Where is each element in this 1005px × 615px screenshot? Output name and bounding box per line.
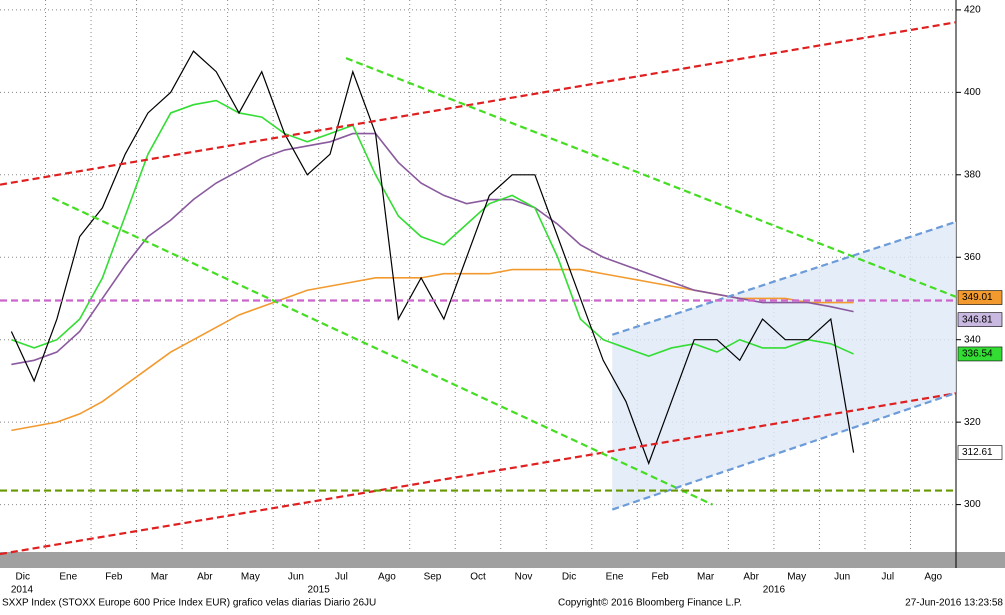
trendline: [611, 391, 957, 511]
trendline: [611, 220, 957, 336]
x-tick-label: Dic: [562, 572, 576, 583]
y-tick-label: 360: [964, 252, 981, 263]
year-label: 2014: [11, 585, 34, 596]
value-tag: [957, 445, 1003, 460]
year-label: 2016: [763, 585, 786, 596]
x-tick-label: Jul: [881, 572, 894, 583]
y-tick-label: 420: [964, 5, 981, 16]
x-tick-label: Feb: [651, 572, 669, 583]
value-tag-label: 349.01: [962, 292, 993, 303]
x-tick-label: Jul: [335, 572, 348, 583]
volume-strip: [0, 552, 1005, 568]
y-tick-label: 340: [964, 334, 981, 345]
footer-center: Copyright© 2016 Bloomberg Finance L.P.: [558, 598, 742, 609]
year-label: 2015: [308, 585, 331, 596]
x-tick-label: Abr: [197, 572, 213, 583]
y-tick-label: 380: [964, 169, 981, 180]
x-tick-label: Ago: [924, 572, 942, 583]
x-tick-label: Sep: [424, 572, 442, 583]
value-tag: [957, 312, 1003, 327]
x-tick-label: Oct: [470, 572, 486, 583]
x-tick-label: Dic: [16, 572, 30, 583]
value-tag: [957, 346, 1003, 362]
series-line: [11, 132, 854, 366]
x-tick-label: Nov: [515, 572, 533, 583]
footer-right: 27-Jun-2016 13:23:58: [905, 598, 1003, 609]
y-tick-label: 320: [964, 417, 981, 428]
trendline: [51, 196, 713, 506]
y-tick-label: 300: [964, 499, 981, 510]
trendline: [0, 21, 957, 186]
x-tick-label: Abr: [743, 572, 759, 583]
footer-left: SXXP Index (STOXX Europe 600 Price Index…: [2, 598, 376, 609]
value-tag-label: 312.61: [962, 447, 993, 458]
x-tick-label: Jun: [834, 572, 850, 583]
series-line: [11, 99, 854, 358]
value-tag-label: 336.54: [962, 349, 993, 360]
value-tag: [957, 290, 1003, 305]
y-tick-label: 400: [964, 87, 981, 98]
trendline: [0, 392, 957, 556]
x-tick-label: Feb: [105, 572, 123, 583]
trendline: [345, 57, 957, 298]
value-tag-label: 346.81: [962, 314, 993, 325]
x-tick-label: May: [787, 572, 806, 583]
x-tick-label: Mar: [697, 572, 715, 583]
x-tick-label: Ene: [606, 572, 624, 583]
x-tick-label: Jun: [288, 572, 304, 583]
x-tick-label: Ago: [378, 572, 396, 583]
x-tick-label: Ene: [59, 572, 77, 583]
series-line: [10, 50, 855, 466]
x-tick-label: Mar: [151, 572, 169, 583]
x-tick-label: May: [241, 572, 260, 583]
